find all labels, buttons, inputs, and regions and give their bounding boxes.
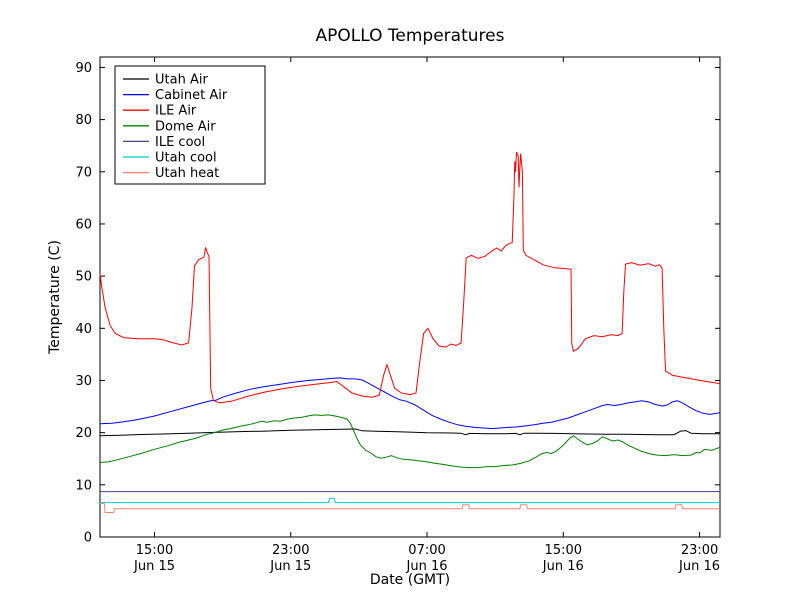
x-tick-date-label: Jun 16 [678,559,720,574]
y-tick-label: 80 [75,113,92,128]
series-line-ile-air [99,151,721,404]
x-tick-time-label: 07:00 [408,543,445,558]
series-line-utah-air [99,428,720,437]
y-tick-label: 70 [75,165,92,180]
legend-label: Cabinet Air [155,88,228,103]
y-tick-label: 30 [75,374,92,389]
legend-label: Utah heat [155,166,219,181]
x-axis-label: Date (GMT) [369,572,451,588]
x-tick-time-label: 15:00 [545,543,582,558]
x-tick-time-label: 23:00 [681,543,718,558]
y-tick-label: 20 [75,426,92,441]
legend-label: Dome Air [155,119,216,134]
legend-label: Utah cool [155,151,217,166]
series-line-cabinet-air [99,377,721,430]
y-tick-label: 50 [75,270,92,285]
legend-label: ILE cool [155,135,205,150]
x-tick-date-label: Jun 16 [542,559,584,574]
x-tick-date-label: Jun 15 [269,559,311,574]
x-tick-time-label: 15:00 [136,543,173,558]
y-tick-label: 10 [75,478,92,493]
legend-box [114,65,266,185]
x-tick-date-label: Jun 15 [133,559,175,574]
series-line-utah-cool [100,497,720,504]
series-line-utah-heat [100,503,720,513]
x-tick-date-label: Jun 16 [406,559,448,574]
legend-label: Utah Air [155,73,208,88]
chart-title: APOLLO Temperatures [315,26,505,46]
series-line-dome-air [99,414,721,469]
y-tick-label: 60 [75,217,92,232]
y-tick-label: 90 [75,61,92,76]
x-tick-time-label: 23:00 [272,543,309,558]
y-tick-label: 40 [75,322,92,337]
legend-label: ILE Air [155,104,197,119]
y-tick-label: 0 [84,531,92,546]
